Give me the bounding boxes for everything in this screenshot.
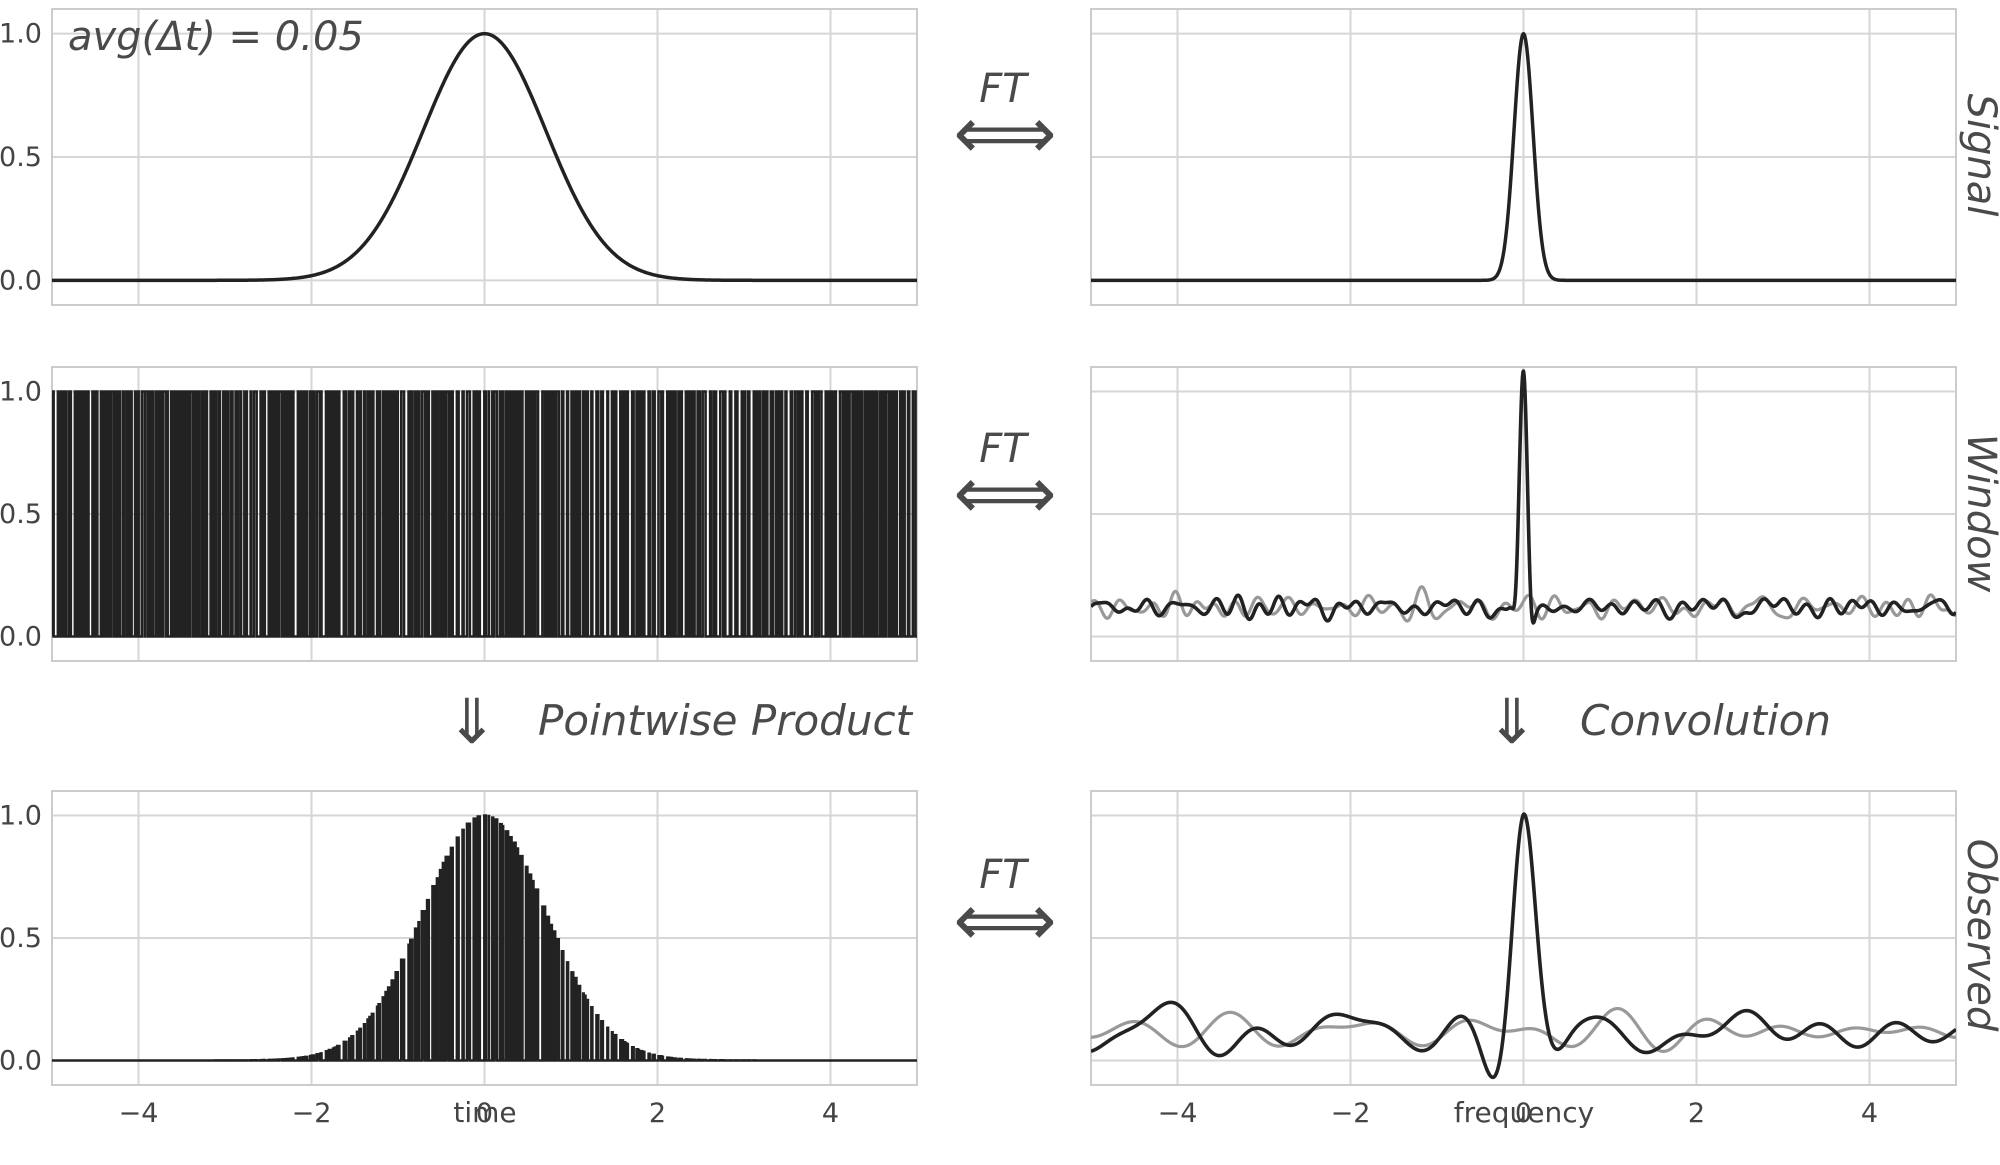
convolution-label: Convolution (1580, 696, 1831, 745)
ft-label-window: FT (979, 426, 1030, 472)
avg-dt-annotation: avg(Δt) = 0.05 (68, 14, 364, 60)
observed-time-panel: 0.0 0.5 1.0 −4 −2 0 2 4 (0, 790, 918, 1129)
axes-frame (1090, 790, 1957, 1086)
observed-frequency-panel: −4 −2 0 2 4 (1090, 790, 1957, 1129)
ft-arrow-signal: ⟺ (953, 91, 1056, 175)
down-arrow-frequency: ⇓ (1486, 685, 1538, 758)
series-line-imaginary (1091, 1006, 1956, 1053)
pointwise-product-label: Pointwise Product (538, 696, 914, 745)
x-tick-label: −2 (1331, 1098, 1371, 1129)
axes-frame (51, 790, 918, 1086)
y-tick-label: 0.0 (0, 622, 42, 653)
y-tick-label: 0.0 (0, 1046, 42, 1077)
row-label-window: Window (1958, 434, 2000, 593)
signal-time-panel: 0.0 0.5 1.0 (0, 8, 918, 306)
series-line (1091, 31, 1956, 283)
y-tick-label: 1.0 (0, 801, 42, 832)
series-line (52, 814, 917, 1062)
window-time-panel: 0.0 0.5 1.0 (0, 366, 918, 662)
signal-frequency-panel (1090, 8, 1957, 306)
x-tick-label: 0 (1515, 1098, 1532, 1129)
row-label-signal: Signal (1958, 94, 2000, 217)
series-line-real (1091, 369, 1956, 625)
x-tick-label: 2 (1688, 1098, 1705, 1129)
ft-label-signal: FT (979, 66, 1030, 112)
down-arrow-time: ⇓ (446, 685, 498, 758)
x-tick-label: 4 (1861, 1098, 1878, 1129)
axes-frame (51, 8, 918, 306)
xlabel-time: time (453, 1096, 516, 1129)
y-tick-label: 0.5 (0, 142, 42, 173)
y-tick-label: 0.0 (0, 265, 42, 296)
x-tick-label: −2 (292, 1098, 332, 1129)
axes-frame (1090, 366, 1957, 662)
x-tick-label: −4 (1158, 1098, 1198, 1129)
series-line-real (1091, 812, 1956, 1080)
y-tick-label: 1.0 (0, 19, 42, 50)
y-tick-label: 1.0 (0, 377, 42, 408)
x-tick-label: 4 (822, 1098, 839, 1129)
xlabel-frequency: frequency (1454, 1096, 1594, 1129)
series-line (52, 390, 917, 638)
ft-arrow-window: ⟺ (953, 451, 1056, 535)
window-frequency-panel (1090, 366, 1957, 662)
series-line (52, 31, 917, 283)
axes-frame (1090, 8, 1957, 306)
y-tick-label: 0.5 (0, 923, 42, 954)
y-tick-label: 0.5 (0, 499, 42, 530)
x-tick-label: −4 (119, 1098, 159, 1129)
x-tick-label: 0 (476, 1098, 493, 1129)
ft-arrow-observed: ⟺ (953, 878, 1056, 962)
ft-label-observed: FT (979, 852, 1030, 898)
row-label-observed: Observed (1958, 839, 2000, 1032)
x-tick-label: 2 (649, 1098, 666, 1129)
